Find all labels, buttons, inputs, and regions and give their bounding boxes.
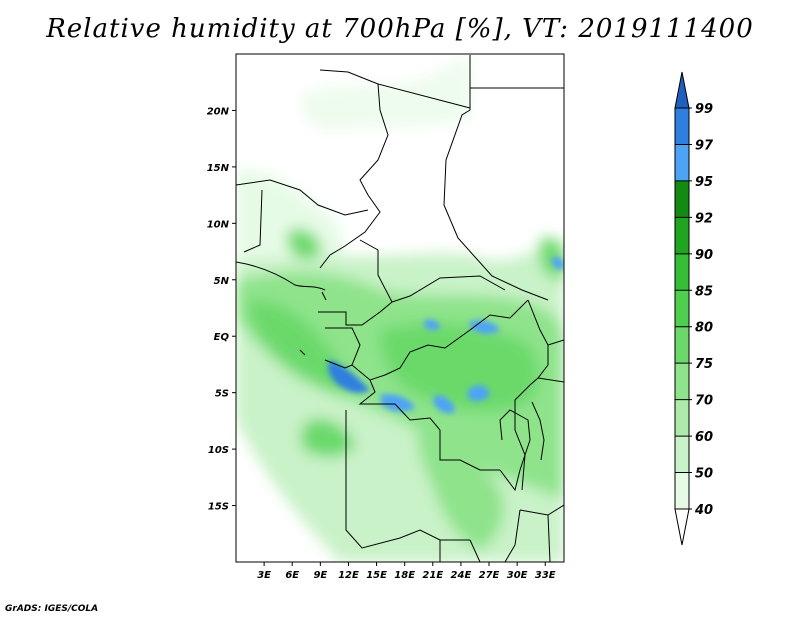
colorbar-label: 90 xyxy=(695,248,713,263)
grads-credit: GrADS: IGES/COLA xyxy=(5,604,99,614)
lon-tick-label: 21E xyxy=(422,570,443,581)
colorbar-label: 40 xyxy=(694,503,713,518)
lat-tick-label: 10N xyxy=(207,219,230,230)
colorbar-label: 95 xyxy=(695,175,713,190)
colorbar-label: 50 xyxy=(695,467,713,482)
lat-tick-label: 5N xyxy=(214,276,230,287)
latitude-axis: 20N 15N 10N 5N EQ 5S 10S 15S xyxy=(207,106,236,513)
colorbar-segment xyxy=(675,180,689,218)
lat-tick-label: 20N xyxy=(207,106,230,117)
country-boundaries xyxy=(236,55,564,562)
longitude-axis: 3E 6E 9E 12E 15E 18E 21E 24E 27E 30E 33E xyxy=(257,562,556,581)
colorbar-label: 99 xyxy=(695,102,713,117)
colorbar-segment xyxy=(675,290,689,327)
lat-tick-label: 15S xyxy=(208,502,229,513)
colorbar-segment xyxy=(675,108,689,145)
colorbar-label: 75 xyxy=(695,357,713,372)
lon-tick-label: 12E xyxy=(338,570,359,581)
colorbar-label: 60 xyxy=(695,430,713,445)
colorbar: 40 50 60 70 75 80 85 90 92 95 97 99 xyxy=(674,71,714,546)
lon-tick-label: 30E xyxy=(507,570,528,581)
colorbar-segment xyxy=(675,436,689,473)
colorbar-upper-arrow xyxy=(674,71,690,109)
lon-tick-label: 3E xyxy=(257,570,271,581)
lon-tick-label: 15E xyxy=(366,570,387,581)
lon-tick-label: 33E xyxy=(535,570,556,581)
humidity-field xyxy=(236,54,564,562)
lon-tick-label: 27E xyxy=(479,570,500,581)
colorbar-label: 85 xyxy=(695,284,713,299)
colorbar-segment xyxy=(675,253,689,291)
lon-tick-label: 18E xyxy=(394,570,415,581)
lon-tick-label: 24E xyxy=(451,570,472,581)
colorbar-segment xyxy=(675,144,689,181)
colorbar-label: 70 xyxy=(695,394,713,409)
colorbar-lower-arrow xyxy=(674,508,690,546)
lat-tick-label: 15N xyxy=(207,163,230,174)
colorbar-label: 80 xyxy=(695,321,713,336)
colorbar-segment xyxy=(675,472,689,509)
colorbar-label: 92 xyxy=(695,211,713,226)
colorbar-label: 97 xyxy=(695,138,714,153)
lat-tick-label: EQ xyxy=(214,332,230,343)
lat-tick-label: 10S xyxy=(208,445,229,456)
colorbar-segment xyxy=(675,217,689,254)
lat-tick-label: 5S xyxy=(215,389,229,400)
lon-tick-label: 6E xyxy=(285,570,299,581)
colorbar-segment xyxy=(675,326,689,364)
map-title: Relative humidity at 700hPa [%], VT: 201… xyxy=(46,14,754,44)
colorbar-segment xyxy=(675,363,689,400)
colorbar-segment xyxy=(675,399,689,437)
map-frame xyxy=(235,53,565,563)
lon-tick-label: 9E xyxy=(313,570,327,581)
